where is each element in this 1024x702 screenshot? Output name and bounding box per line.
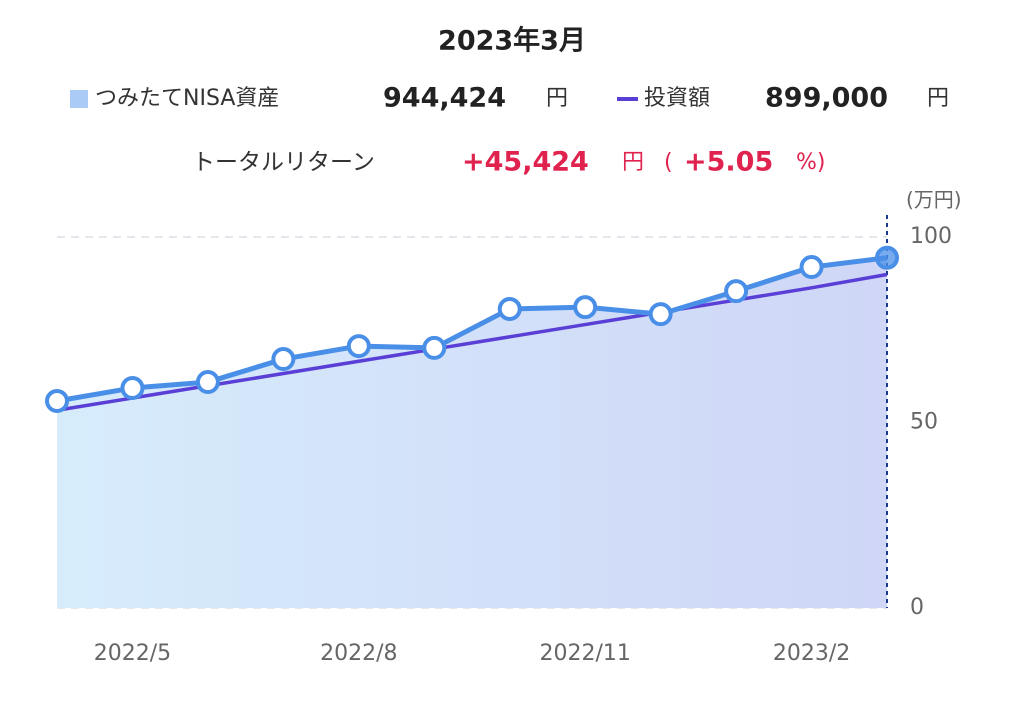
unit: 円 [546,86,568,111]
data-point [346,334,371,359]
data-point [195,370,220,395]
return-pct: +5.05 [684,147,773,178]
legend-label: 投資額 [644,86,710,111]
x-tick-label: 2022/5 [94,641,171,666]
data-point [422,335,447,360]
y-tick-label: 50 [910,410,938,435]
data-point [573,295,598,320]
return-value: +45,424 [462,147,589,178]
x-tick-label: 2022/8 [320,641,397,666]
unit: 円 [927,86,949,111]
chart-title: 2023年3月 [438,25,586,57]
paren: ( [664,150,673,175]
data-point [724,279,749,304]
data-point [875,245,899,270]
series-line [56,272,888,412]
invest-value: 899,000 [765,83,888,114]
data-point [45,388,69,413]
legend-label: つみたてNISA資産 [95,86,279,111]
unit: 円 [622,150,644,175]
y-unit: (万円) [906,188,962,212]
y-tick-label: 0 [910,595,924,620]
paren: %) [796,150,826,175]
return-label: トータルリターン [192,150,375,176]
data-point [799,255,824,280]
legend-swatch [70,90,88,108]
data-point [271,347,296,372]
asset-value: 944,424 [383,83,506,114]
x-tick-label: 2023/2 [773,641,850,666]
data-point [497,296,522,321]
area-fill [57,257,887,608]
data-point [648,302,673,327]
y-tick-label: 100 [910,224,952,249]
data-point [120,375,145,400]
series-line [56,255,888,404]
x-tick-label: 2022/11 [539,641,630,666]
